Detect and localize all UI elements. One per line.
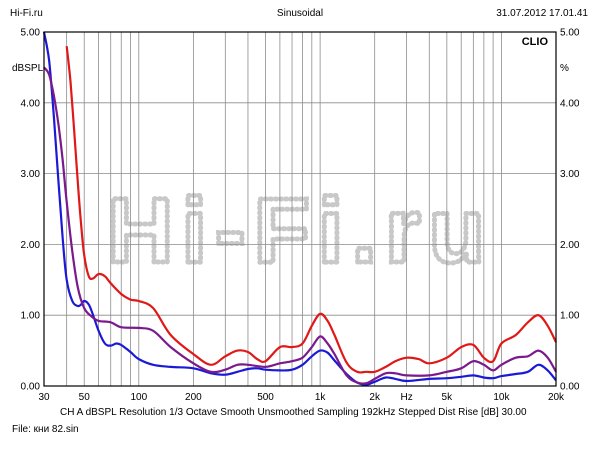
file-name: File: кни 82.sin: [12, 424, 79, 435]
y-tick-label-right: 0.00: [560, 382, 580, 393]
watermark-logo: Hi-Fi.ru: [107, 180, 493, 282]
y-axis-label-right: %: [560, 63, 569, 74]
x-tick-label: 20k: [548, 392, 565, 403]
series-line-blue: [42, 31, 557, 386]
x-tick-label: 10k: [493, 392, 510, 403]
y-tick-label-left: 5.00: [21, 28, 41, 39]
y-tick-label-left: 1.00: [21, 311, 41, 322]
header-source: Hi-Fi.ru: [10, 8, 43, 19]
x-tick-label: 2k: [369, 392, 381, 403]
x-tick-label: 100: [130, 392, 147, 403]
grid-lines: [44, 32, 556, 386]
x-tick-label: 5k: [442, 392, 454, 403]
series-line-purple: [43, 66, 557, 385]
header-mode: Sinusoidal: [276, 8, 324, 19]
x-tick-label: 50: [79, 392, 91, 403]
series-line-red: [65, 46, 557, 374]
y-tick-label-right: 1.00: [560, 311, 580, 322]
y-tick-label-right: 4.00: [560, 98, 580, 109]
x-tick-label: 30: [38, 392, 50, 403]
brand-label: CLIO: [522, 36, 549, 48]
x-tick-label: 1k: [315, 392, 327, 403]
header-datetime: 31.07.2012 17.01.41: [496, 8, 588, 19]
y-tick-label-right: 5.00: [560, 28, 580, 39]
y-tick-label-left: 4.00: [21, 98, 41, 109]
y-tick-label-right: 3.00: [560, 169, 580, 180]
measurement-settings: CH A dBSPL Resolution 1/3 Octave Smooth …: [60, 407, 527, 418]
x-tick-label: Hz: [401, 392, 413, 403]
y-axis-label-left: dBSPL: [12, 63, 44, 74]
y-tick-label-right: 2.00: [560, 240, 580, 251]
y-tick-label-left: 2.00: [21, 240, 41, 251]
x-tick-label: 500: [257, 392, 274, 403]
y-tick-label-left: 3.00: [21, 169, 41, 180]
plot-frame: [43, 31, 557, 387]
x-tick-label: 200: [185, 392, 202, 403]
y-tick-label-left: 0.00: [21, 382, 41, 393]
